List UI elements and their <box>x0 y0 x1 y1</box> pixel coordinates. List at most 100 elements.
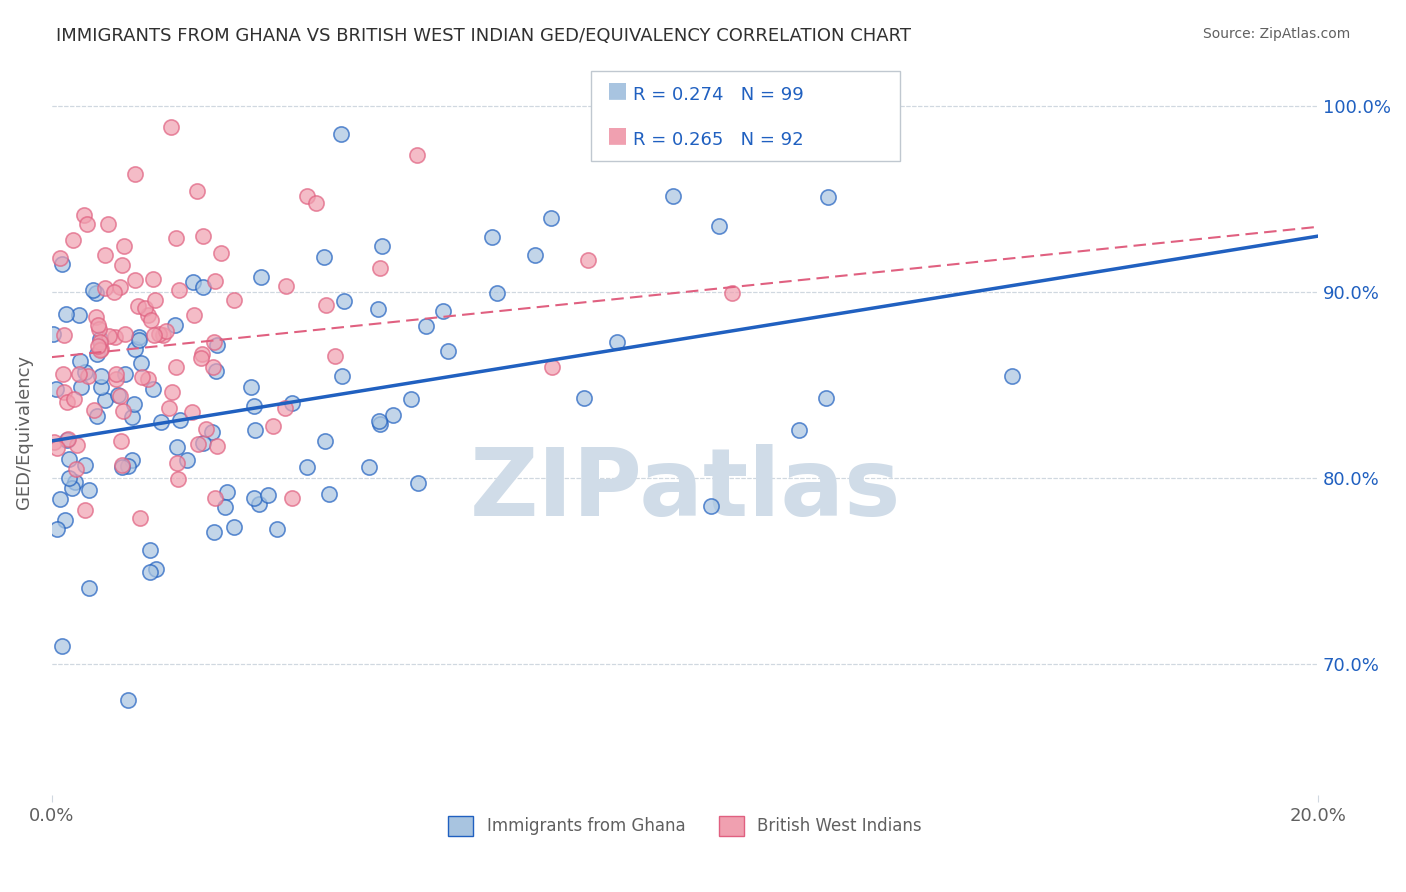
Text: IMMIGRANTS FROM GHANA VS BRITISH WEST INDIAN GED/EQUIVALENCY CORRELATION CHART: IMMIGRANTS FROM GHANA VS BRITISH WEST IN… <box>56 27 911 45</box>
Point <box>578 253 600 268</box>
Point <box>787 423 810 437</box>
Point <box>436 343 458 358</box>
Point <box>243 399 266 413</box>
Point <box>166 456 188 470</box>
Point <box>193 436 215 450</box>
Point <box>121 410 143 425</box>
Point <box>124 273 146 287</box>
Point <box>51 640 73 654</box>
Point <box>180 405 202 419</box>
Point <box>165 231 187 245</box>
Point <box>662 189 685 203</box>
Point <box>330 127 353 141</box>
Point <box>297 460 319 475</box>
Point <box>318 487 340 501</box>
Text: R = 0.274   N = 99: R = 0.274 N = 99 <box>633 86 803 103</box>
Point <box>89 334 111 349</box>
Point <box>53 384 76 399</box>
Point <box>201 425 224 439</box>
Point <box>82 284 104 298</box>
Point <box>90 369 112 384</box>
Point <box>121 452 143 467</box>
Point <box>367 414 389 428</box>
Point <box>176 452 198 467</box>
Text: R = 0.265   N = 92: R = 0.265 N = 92 <box>633 130 803 148</box>
Point <box>114 327 136 342</box>
Point <box>67 368 90 382</box>
Point <box>274 279 297 293</box>
Point <box>166 440 188 454</box>
Point <box>111 258 134 272</box>
Point <box>314 434 336 448</box>
Point <box>112 238 135 252</box>
Text: ■: ■ <box>607 80 628 100</box>
Point <box>367 302 389 317</box>
Point <box>108 389 131 403</box>
Point <box>86 318 108 333</box>
Point <box>56 394 79 409</box>
Point <box>524 248 547 262</box>
Point <box>183 275 205 289</box>
Point <box>304 195 326 210</box>
Point <box>86 409 108 423</box>
Point <box>97 217 120 231</box>
Point <box>73 208 96 222</box>
Point <box>62 233 84 247</box>
Point <box>247 497 270 511</box>
Point <box>66 438 89 452</box>
Point <box>214 500 236 514</box>
Point <box>204 491 226 505</box>
Point <box>312 250 335 264</box>
Text: ■: ■ <box>607 125 628 145</box>
Point <box>111 460 134 475</box>
Point <box>93 393 115 408</box>
Point <box>79 483 101 497</box>
Point <box>332 294 354 309</box>
Point <box>86 347 108 361</box>
Point <box>606 334 628 349</box>
Point <box>128 330 150 344</box>
Point <box>357 459 380 474</box>
Point <box>84 310 107 324</box>
Point <box>67 308 90 322</box>
Legend: Immigrants from Ghana, British West Indians: Immigrants from Ghana, British West Indi… <box>440 807 929 845</box>
Point <box>58 452 80 467</box>
Point <box>204 274 226 288</box>
Point <box>142 272 165 286</box>
Point <box>136 372 159 386</box>
Point <box>56 432 79 446</box>
Point <box>48 491 70 506</box>
Point <box>84 286 107 301</box>
Point <box>108 280 131 294</box>
Text: Source: ZipAtlas.com: Source: ZipAtlas.com <box>1202 27 1350 41</box>
Point <box>432 304 454 318</box>
Point <box>117 459 139 474</box>
Point <box>204 364 226 378</box>
Point <box>48 251 70 265</box>
Point <box>160 120 183 135</box>
Point <box>415 319 437 334</box>
Point <box>103 285 125 299</box>
Point <box>572 391 595 405</box>
Point <box>73 458 96 473</box>
Point <box>817 190 839 204</box>
Point <box>53 327 76 342</box>
Point <box>169 413 191 427</box>
Point <box>165 360 187 375</box>
Point <box>87 339 110 353</box>
Point <box>131 370 153 384</box>
Point <box>107 388 129 402</box>
Point <box>89 322 111 336</box>
Point <box>53 513 76 527</box>
Point <box>112 404 135 418</box>
Point <box>190 351 212 365</box>
Point <box>42 435 65 450</box>
Point <box>94 248 117 262</box>
Point <box>224 520 246 534</box>
Point <box>69 380 91 394</box>
Point <box>89 332 111 346</box>
Point <box>104 330 127 344</box>
Point <box>105 367 128 381</box>
Point <box>157 401 180 416</box>
Point <box>97 329 120 343</box>
